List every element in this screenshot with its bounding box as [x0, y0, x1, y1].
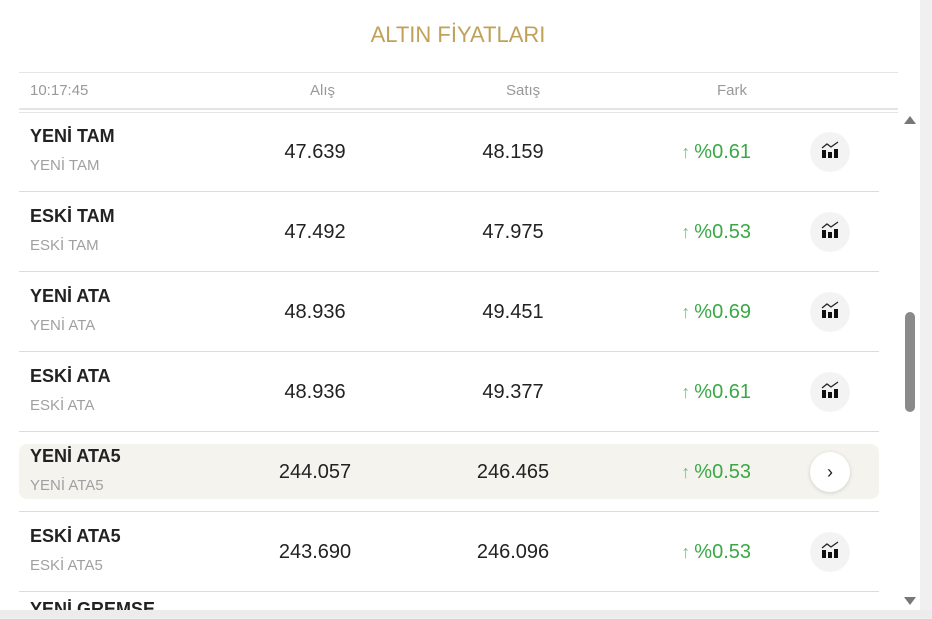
- update-time: 10:17:45: [30, 82, 89, 99]
- change-percent: %0.69: [694, 301, 751, 323]
- header-sell: Satış: [506, 82, 541, 99]
- scroll-down-arrow-icon[interactable]: [904, 597, 916, 605]
- arrow-up-icon: ↑: [681, 382, 691, 402]
- row-detail-button[interactable]: ›: [810, 452, 850, 492]
- price-row[interactable]: ESKİ ATA5 ESKİ ATA5 243.690 246.096 ↑ %0.…: [19, 512, 879, 592]
- change-percent: %0.61: [694, 381, 751, 403]
- header-change: Fark: [717, 82, 747, 99]
- row-chart-button[interactable]: [810, 292, 850, 332]
- item-subname: ESKİ TAM: [30, 237, 99, 254]
- row-chart-button[interactable]: [810, 212, 850, 252]
- scrollbar-thumb[interactable]: [905, 312, 915, 412]
- sell-price: 246.096: [476, 541, 550, 563]
- buy-price: 244.057: [278, 461, 352, 483]
- buy-price: 48.936: [284, 381, 346, 403]
- price-list: YENİ TAM YENİ TAM 47.639 48.159 ↑ %0.61 E…: [19, 112, 879, 618]
- change-value: ↑ %0.53: [681, 221, 751, 244]
- item-subname: YENİ TAM: [30, 157, 100, 174]
- price-row[interactable]: YENİ ATA YENİ ATA 48.936 49.451 ↑ %0.69: [19, 272, 879, 352]
- buy-price: 243.690: [278, 541, 352, 563]
- chart-icon: [820, 140, 840, 164]
- item-name: ESKİ TAM: [30, 206, 115, 226]
- arrow-up-icon: ↑: [681, 222, 691, 242]
- change-value: ↑ %0.61: [681, 381, 751, 404]
- sell-price: 49.377: [482, 381, 544, 403]
- buy-price: 47.492: [284, 221, 346, 243]
- price-row[interactable]: ESKİ ATA ESKİ ATA 48.936 49.377 ↑ %0.61: [19, 352, 879, 432]
- item-name: ESKİ ATA: [30, 366, 111, 386]
- change-value: ↑ %0.53: [681, 541, 751, 564]
- arrow-up-icon: ↑: [681, 142, 691, 162]
- sell-price: 246.465: [476, 461, 550, 483]
- bottom-edge: [0, 610, 932, 618]
- price-row[interactable]: YENİ TAM YENİ TAM 47.639 48.159 ↑ %0.61: [19, 112, 879, 192]
- change-percent: %0.61: [694, 141, 751, 163]
- buy-price: 47.639: [284, 141, 346, 163]
- price-row[interactable]: YENİ ATA5 YENİ ATA5 244.057 246.465 ↑ %0.…: [19, 432, 879, 512]
- chart-icon: [820, 300, 840, 324]
- sell-price: 49.451: [482, 301, 544, 323]
- row-chart-button[interactable]: [810, 532, 850, 572]
- scroll-up-arrow-icon[interactable]: [904, 116, 916, 124]
- arrow-up-icon: ↑: [681, 302, 691, 322]
- item-subname: ESKİ ATA: [30, 397, 95, 414]
- item-subname: YENİ ATA5: [30, 477, 104, 494]
- row-chart-button[interactable]: [810, 372, 850, 412]
- item-name: YENİ TAM: [30, 126, 115, 146]
- scrollbar[interactable]: [901, 110, 919, 610]
- chart-icon: [820, 380, 840, 404]
- chart-icon: [820, 540, 840, 564]
- change-percent: %0.53: [694, 461, 751, 483]
- change-value: ↑ %0.69: [681, 301, 751, 324]
- change-value: ↑ %0.53: [681, 461, 751, 484]
- change-percent: %0.53: [694, 541, 751, 563]
- chart-icon: [820, 220, 840, 244]
- item-subname: ESKİ ATA5: [30, 557, 103, 574]
- item-name: ESKİ ATA5: [30, 526, 121, 546]
- sell-price: 47.975: [482, 221, 544, 243]
- change-percent: %0.53: [694, 221, 751, 243]
- sell-price: 48.159: [482, 141, 544, 163]
- chevron-right-icon: ›: [827, 461, 833, 482]
- header-buy: Alış: [310, 82, 336, 99]
- item-name: YENİ ATA: [30, 286, 111, 306]
- row-chart-button[interactable]: [810, 132, 850, 172]
- arrow-up-icon: ↑: [681, 462, 691, 482]
- page-title: ALTIN FİYATLARI: [370, 22, 546, 47]
- item-subname: YENİ ATA: [30, 317, 96, 334]
- item-name: YENİ ATA5: [30, 446, 121, 466]
- table-header: 10:17:45 Alış Satış Fark: [19, 72, 898, 113]
- change-value: ↑ %0.61: [681, 141, 751, 164]
- buy-price: 48.936: [284, 301, 346, 323]
- price-row[interactable]: ESKİ TAM ESKİ TAM 47.492 47.975 ↑ %0.53: [19, 192, 879, 272]
- arrow-up-icon: ↑: [681, 542, 691, 562]
